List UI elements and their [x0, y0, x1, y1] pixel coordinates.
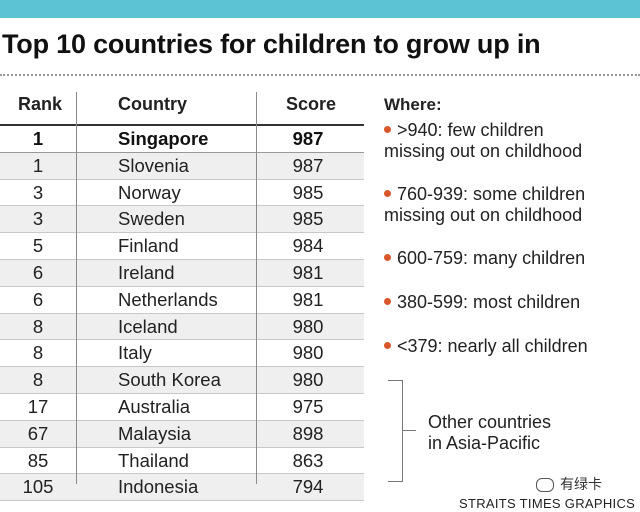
bullet-dot-icon: [384, 297, 391, 305]
legend-item-380-599: 380-599: most children: [384, 292, 580, 313]
cell-rank: 67: [27, 422, 49, 444]
table-row: 6 Netherlands 981: [0, 287, 364, 314]
table-row: 17 Australia 975: [0, 394, 364, 421]
ranking-table: Rank Country Score 1 Singapore 987 1 Sloveni…: [0, 88, 364, 502]
header-score: Score: [286, 94, 337, 114]
legend-item-below-379: <379: nearly all children: [384, 336, 588, 357]
legend-item-line1: <379: nearly all children: [397, 336, 588, 356]
table-row: 3 Sweden 985: [0, 206, 364, 234]
cell-rank: 6: [32, 261, 44, 283]
cell-rank: 6: [32, 288, 44, 310]
legend-item-line1: 760-939: some children: [397, 184, 586, 204]
cell-score: 985: [292, 181, 324, 203]
header-rank: Rank: [18, 94, 63, 114]
source-credit: STRAITS TIMES GRAPHICS: [459, 496, 636, 511]
cell-rank: 17: [27, 395, 49, 417]
table-row: 105 Indonesia 794: [0, 474, 364, 502]
cell-rank: 3: [32, 208, 44, 230]
watermark: 有绿卡: [536, 474, 602, 494]
cell-rank: 8: [32, 315, 44, 337]
cell-score: 987: [292, 128, 324, 149]
table-row: 5 Finland 984: [0, 233, 364, 260]
other-countries-line1: Other countries: [428, 412, 552, 432]
table-body: 1 Singapore 987 1 Slovenia 987 3 Norway 985 3 Swed…: [0, 126, 364, 502]
asia-pacific-bracket: [388, 380, 403, 482]
cell-score: 863: [292, 449, 324, 471]
cell-score: 981: [292, 261, 324, 283]
cell-score: 980: [292, 315, 324, 337]
table-row: 6 Ireland 981: [0, 259, 364, 287]
bullet-dot-icon: [384, 253, 391, 261]
legend-item-line1: 380-599: most children: [397, 292, 581, 312]
other-countries-line2: in Asia-Pacific: [428, 433, 541, 453]
legend-item-line1: >940: few children: [397, 120, 544, 140]
chat-bubble-icon: [536, 478, 554, 493]
cell-rank: 105: [22, 476, 54, 498]
legend-item-600-759: 600-759: many children: [384, 248, 585, 269]
table-row: 67 Malaysia 898: [0, 420, 364, 448]
cell-score: 985: [292, 208, 324, 230]
header-country: Country: [118, 94, 187, 114]
other-countries-label: Other countries in Asia-Pacific: [428, 412, 551, 454]
cell-score: 987: [292, 154, 324, 176]
table-row: 1 Slovenia 987: [0, 152, 364, 180]
cell-country: Ireland: [118, 261, 175, 283]
cell-score: 981: [292, 288, 324, 310]
legend-item-940-plus: >940: few children missing out on childh…: [384, 120, 582, 162]
column-divider-score: [256, 92, 257, 484]
bracket-pointer: [402, 430, 416, 431]
cell-country: Iceland: [118, 315, 178, 337]
cell-country: Singapore: [118, 128, 209, 149]
cell-score: 980: [292, 342, 324, 364]
cell-rank: 5: [32, 235, 44, 257]
table-row: 1 Singapore 987: [0, 126, 364, 153]
legend-item-line2: missing out on childhood: [384, 205, 583, 225]
legend-item-line2: missing out on childhood: [384, 141, 583, 161]
cell-country: Australia: [118, 395, 190, 417]
table-header-row: Rank Country Score: [0, 88, 364, 126]
bullet-dot-icon: [384, 125, 391, 133]
cell-score: 975: [292, 395, 324, 417]
cell-country: Italy: [118, 342, 152, 364]
bullet-dot-icon: [384, 341, 391, 349]
legend-title: Where:: [384, 95, 442, 114]
table-row: 8 Iceland 980: [0, 313, 364, 341]
table-row: 3 Norway 985: [0, 180, 364, 207]
cell-rank: 85: [27, 449, 49, 471]
score-legend: Where: >940: few children missing out on…: [384, 95, 640, 356]
cell-score: 980: [292, 369, 324, 391]
legend-item-760-939: 760-939: some children missing out on ch…: [384, 184, 585, 226]
table-row: 8 Italy 980: [0, 340, 364, 368]
table-row: 85 Thailand 863: [0, 448, 364, 475]
cell-country: Norway: [118, 181, 181, 203]
cell-rank: 3: [32, 181, 44, 203]
cell-score: 794: [292, 476, 324, 498]
bullet-dot-icon: [384, 189, 391, 197]
cell-country: South Korea: [118, 369, 221, 391]
cell-country: Finland: [118, 235, 179, 257]
cell-country: Indonesia: [118, 476, 199, 498]
watermark-text: 有绿卡: [560, 476, 602, 492]
cell-score: 984: [292, 235, 324, 257]
cell-country: Netherlands: [118, 288, 218, 310]
cell-rank: 8: [32, 342, 44, 364]
table-row: 8 South Korea 980: [0, 367, 364, 394]
cell-country: Slovenia: [118, 154, 189, 176]
top-accent-bar: [0, 0, 640, 18]
cell-rank: 1: [32, 154, 44, 176]
cell-score: 898: [292, 422, 324, 444]
chart-title: Top 10 countries for children to grow up…: [2, 29, 541, 59]
cell-country: Thailand: [118, 449, 189, 471]
column-divider-rank: [76, 92, 77, 484]
cell-country: Sweden: [118, 208, 185, 230]
cell-rank: 1: [32, 128, 44, 149]
cell-country: Malaysia: [118, 422, 191, 444]
cell-rank: 8: [32, 369, 44, 391]
title-divider: [0, 74, 640, 76]
legend-item-line1: 600-759: many children: [397, 248, 586, 268]
